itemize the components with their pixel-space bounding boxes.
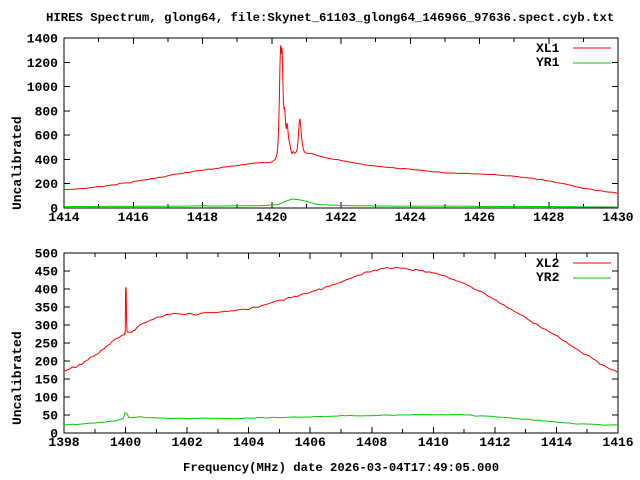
svg-text:1406: 1406	[295, 435, 326, 450]
svg-text:1412: 1412	[479, 435, 510, 450]
svg-text:600: 600	[35, 129, 59, 144]
svg-text:1418: 1418	[187, 210, 218, 225]
svg-text:1420: 1420	[256, 210, 287, 225]
svg-text:1400: 1400	[27, 32, 58, 47]
svg-text:1424: 1424	[395, 210, 426, 225]
svg-text:350: 350	[35, 301, 59, 316]
svg-text:YR2: YR2	[536, 270, 560, 285]
svg-text:1000: 1000	[27, 80, 58, 95]
svg-text:YR1: YR1	[536, 55, 560, 70]
svg-text:1398: 1398	[48, 435, 79, 450]
svg-text:150: 150	[35, 373, 59, 388]
svg-text:100: 100	[35, 391, 59, 406]
svg-text:1422: 1422	[325, 210, 356, 225]
svg-text:500: 500	[35, 247, 59, 262]
svg-text:400: 400	[35, 283, 59, 298]
svg-text:450: 450	[35, 265, 59, 280]
svg-text:1410: 1410	[418, 435, 449, 450]
svg-text:1414: 1414	[48, 210, 79, 225]
svg-text:1416: 1416	[118, 210, 149, 225]
svg-text:1416: 1416	[602, 435, 633, 450]
svg-text:1402: 1402	[172, 435, 203, 450]
svg-text:250: 250	[35, 337, 59, 352]
svg-text:300: 300	[35, 319, 59, 334]
svg-text:XL1: XL1	[536, 41, 560, 56]
svg-text:1200: 1200	[27, 56, 58, 71]
svg-text:1430: 1430	[602, 210, 633, 225]
svg-text:50: 50	[42, 409, 58, 424]
svg-text:1426: 1426	[464, 210, 495, 225]
svg-text:1408: 1408	[356, 435, 387, 450]
svg-text:1428: 1428	[533, 210, 564, 225]
svg-text:1400: 1400	[110, 435, 141, 450]
svg-text:XL2: XL2	[536, 256, 560, 271]
svg-text:200: 200	[35, 177, 59, 192]
svg-text:800: 800	[35, 104, 59, 119]
svg-text:200: 200	[35, 355, 59, 370]
svg-text:1414: 1414	[541, 435, 572, 450]
svg-text:1404: 1404	[233, 435, 264, 450]
svg-text:400: 400	[35, 153, 59, 168]
